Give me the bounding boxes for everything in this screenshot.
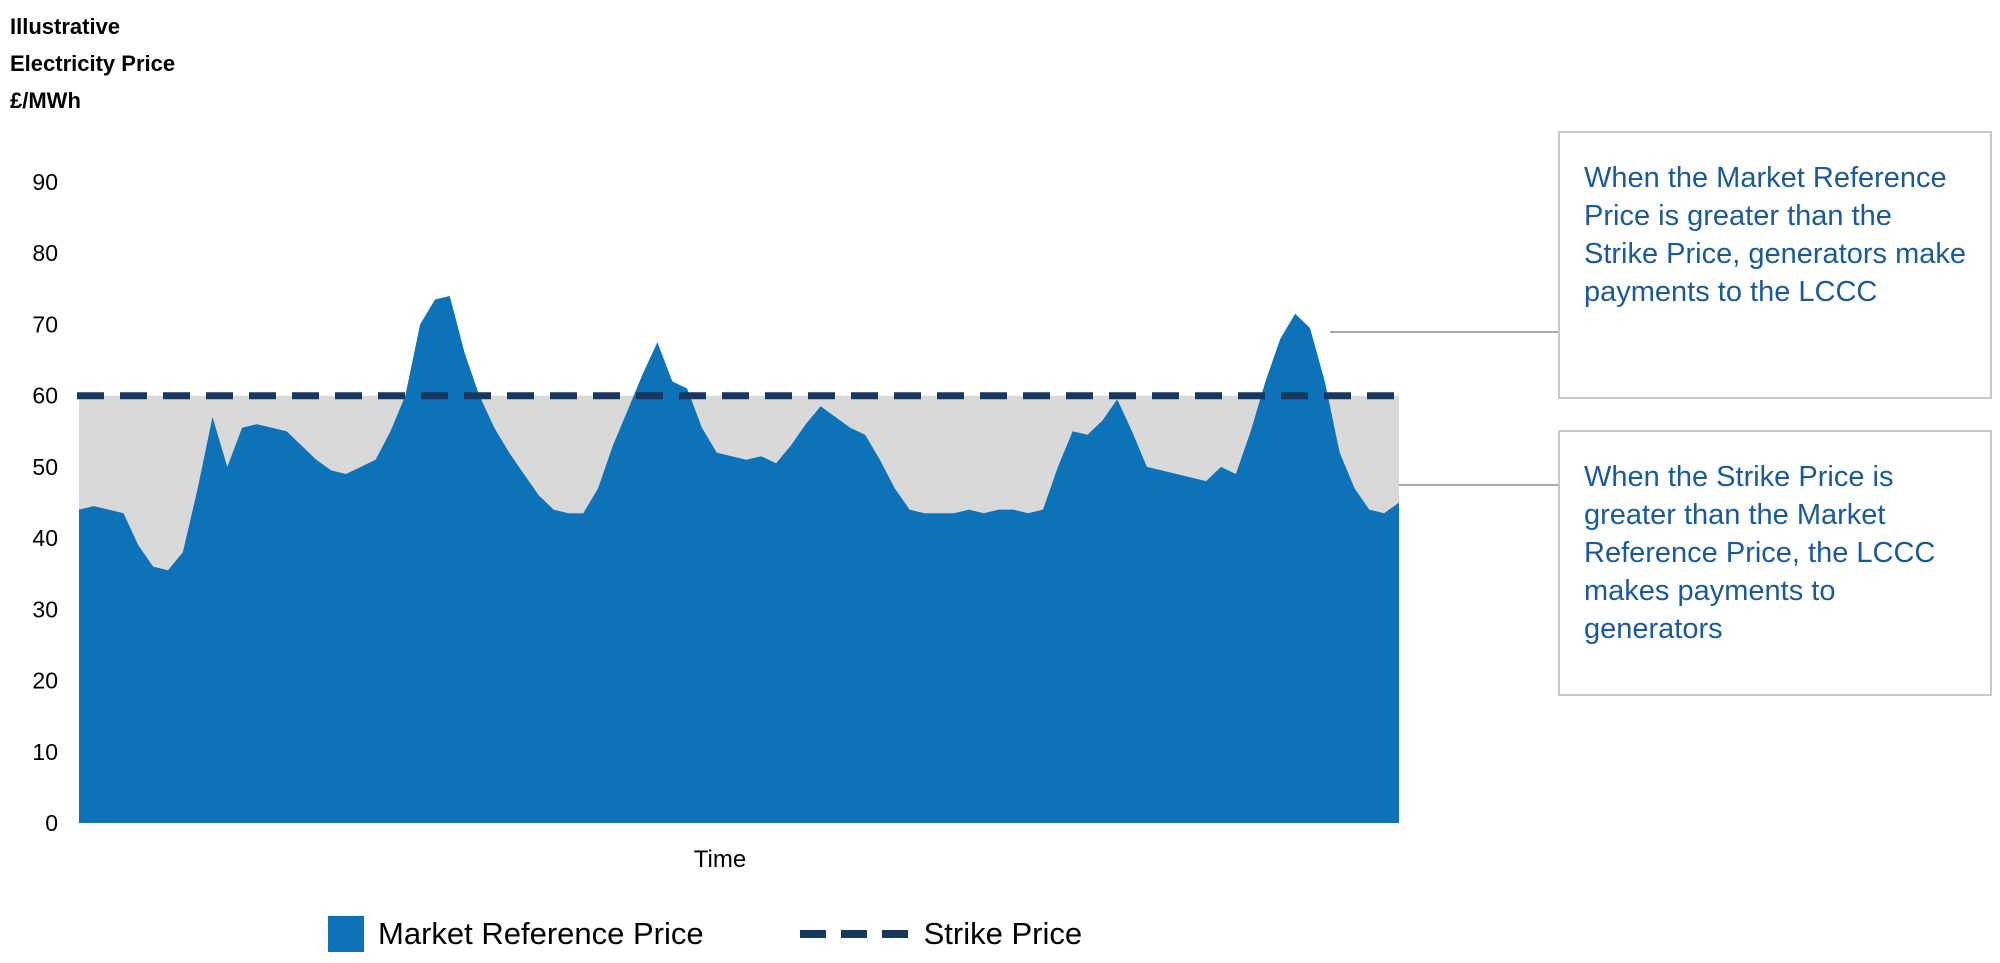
legend-label-strike-price: Strike Price bbox=[923, 916, 1083, 951]
legend-item-market-reference-price: Market Reference Price bbox=[328, 916, 704, 952]
annotation-text-payments-to-lccc: When the Market Reference Price is great… bbox=[1584, 162, 1966, 308]
y-axis-tick-label: 10 bbox=[32, 739, 58, 765]
y-axis-tick-label: 70 bbox=[32, 311, 58, 337]
y-axis-tick-label: 20 bbox=[32, 668, 58, 694]
legend-item-strike-price: Strike Price bbox=[799, 916, 1083, 952]
y-axis-tick-label: 50 bbox=[32, 454, 58, 480]
legend-label-market-reference-price: Market Reference Price bbox=[378, 916, 704, 951]
annotation-text-payments-to-generators: When the Strike Price is greater than th… bbox=[1584, 461, 1936, 645]
market-reference-price-area bbox=[79, 296, 1399, 823]
y-axis-title: Illustrative Electricity Price £/MWh bbox=[10, 14, 176, 113]
legend-swatch-market-reference-price bbox=[328, 916, 364, 952]
y-axis-tick-label: 30 bbox=[32, 596, 58, 622]
y-axis-tick-label: 60 bbox=[32, 383, 58, 409]
y-axis-tick-label: 0 bbox=[45, 810, 58, 836]
legend-swatch-strike-price-dash bbox=[799, 930, 910, 938]
chart-legend: Market Reference Price Strike Price bbox=[328, 916, 1082, 952]
y-axis-tick-label: 90 bbox=[32, 169, 58, 195]
x-axis-label: Time bbox=[693, 846, 747, 873]
annotation-box-payments-to-generators: When the Strike Price is greater than th… bbox=[1558, 430, 1992, 696]
y-axis-tick-label: 80 bbox=[32, 240, 58, 266]
y-axis-tick-label: 40 bbox=[32, 525, 58, 551]
annotation-box-payments-to-lccc: When the Market Reference Price is great… bbox=[1558, 131, 1992, 399]
